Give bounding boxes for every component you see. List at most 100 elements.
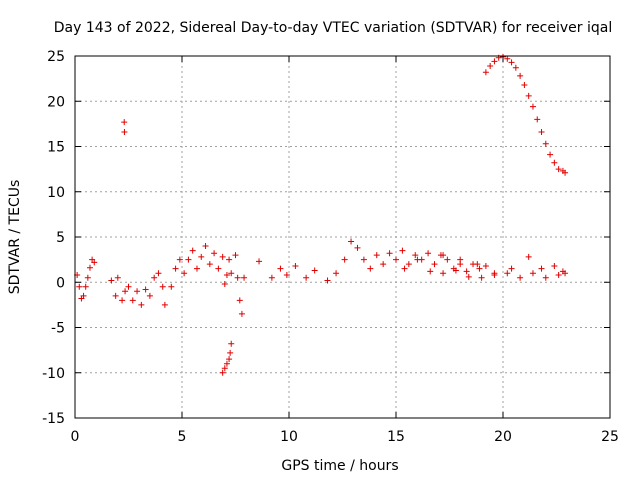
data-point xyxy=(256,258,263,265)
x-tick-label: 10 xyxy=(280,429,298,445)
data-point xyxy=(241,274,248,281)
data-point xyxy=(463,268,470,275)
data-point xyxy=(232,252,239,259)
data-point xyxy=(491,58,498,65)
data-point xyxy=(360,256,367,263)
data-point xyxy=(405,261,412,268)
data-point xyxy=(215,265,222,272)
y-tick-label: -10 xyxy=(42,366,65,382)
y-tick-label: 20 xyxy=(47,94,65,110)
data-point xyxy=(219,253,226,260)
data-point xyxy=(226,256,233,263)
data-point xyxy=(555,166,562,173)
data-point xyxy=(414,256,421,263)
data-point xyxy=(562,169,569,176)
x-tick-label: 20 xyxy=(494,429,512,445)
data-point xyxy=(181,270,188,277)
data-point xyxy=(525,92,532,99)
data-point xyxy=(112,292,119,299)
data-point xyxy=(202,243,209,250)
data-point xyxy=(234,274,241,281)
data-point xyxy=(134,288,141,295)
data-point xyxy=(82,283,89,290)
x-tick-label: 25 xyxy=(601,429,619,445)
data-point xyxy=(551,262,558,269)
y-tick-label: 0 xyxy=(56,275,65,291)
data-point xyxy=(155,270,162,277)
data-point xyxy=(521,81,528,88)
data-point xyxy=(491,270,498,277)
data-point xyxy=(122,288,129,295)
grid-lines xyxy=(75,56,610,418)
y-tick-labels: -15 -10 -5 0 5 10 15 20 25 xyxy=(42,49,65,427)
chart-title: Day 143 of 2022, Sidereal Day-to-day VTE… xyxy=(54,20,612,36)
data-point xyxy=(399,247,406,254)
data-point xyxy=(84,274,91,281)
data-point xyxy=(393,256,399,263)
data-point xyxy=(452,267,459,274)
data-point xyxy=(508,265,515,272)
data-point xyxy=(476,265,483,272)
y-axis-label: SDTVAR / TECUs xyxy=(7,180,23,295)
data-point xyxy=(238,310,245,317)
data-point xyxy=(425,250,432,257)
data-point xyxy=(114,274,121,281)
data-point xyxy=(138,301,145,308)
data-point xyxy=(482,69,489,76)
data-point xyxy=(277,265,284,272)
data-point xyxy=(176,256,183,263)
data-point xyxy=(189,247,196,254)
data-point xyxy=(228,340,235,347)
data-point xyxy=(487,62,494,69)
x-tick-labels: 0 5 10 15 20 25 xyxy=(71,429,619,445)
axis-ticks xyxy=(74,55,611,419)
data-point xyxy=(193,265,200,272)
data-point xyxy=(228,270,235,277)
x-axis-label: GPS time / hours xyxy=(281,458,398,474)
data-point xyxy=(504,270,511,277)
data-point xyxy=(161,301,168,308)
data-point xyxy=(221,281,228,288)
data-point xyxy=(119,297,126,304)
data-point xyxy=(348,238,355,245)
y-tick-label: 25 xyxy=(47,49,65,65)
data-point xyxy=(412,252,419,259)
data-point xyxy=(86,264,93,271)
data-point xyxy=(444,256,451,263)
data-point xyxy=(508,59,515,66)
data-point xyxy=(401,265,408,272)
data-point xyxy=(206,261,213,268)
data-point xyxy=(324,277,331,284)
data-point xyxy=(380,261,387,268)
data-point xyxy=(80,292,87,299)
data-point xyxy=(534,116,541,123)
data-point xyxy=(482,262,489,269)
data-point xyxy=(525,253,532,260)
data-point xyxy=(223,360,230,367)
data-point xyxy=(547,151,554,158)
data-point xyxy=(168,283,175,290)
data-point xyxy=(91,259,98,266)
data-point xyxy=(504,55,511,62)
data-point xyxy=(542,274,549,281)
data-point xyxy=(121,129,128,136)
data-point xyxy=(367,265,374,272)
y-tick-label: 15 xyxy=(47,140,65,156)
data-point xyxy=(551,159,558,166)
data-point xyxy=(268,274,275,281)
data-point xyxy=(121,119,128,126)
y-tick-label: -5 xyxy=(51,321,65,337)
data-point xyxy=(172,265,179,272)
data-point xyxy=(226,356,233,363)
data-point xyxy=(211,250,218,257)
data-point xyxy=(129,297,136,304)
data-point xyxy=(478,274,485,281)
data-point xyxy=(354,244,361,251)
data-point xyxy=(146,292,153,299)
data-points xyxy=(74,53,569,376)
data-point xyxy=(333,270,340,277)
data-point xyxy=(198,253,205,260)
data-point xyxy=(538,129,545,136)
data-point xyxy=(465,273,472,280)
data-point xyxy=(283,272,290,279)
